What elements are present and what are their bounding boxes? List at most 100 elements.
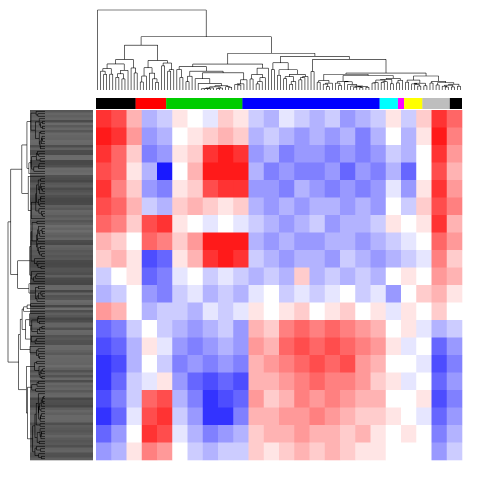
heatmap-cell [141, 372, 158, 391]
heatmap-cell [279, 407, 295, 426]
heatmap-cell [370, 337, 387, 356]
heatmap-cell [340, 180, 356, 198]
heatmap-cell [218, 162, 234, 181]
heatmap-cell [279, 162, 295, 181]
heatmap-cell [309, 250, 326, 268]
heatmap-cell [309, 302, 326, 321]
heatmap-cell [218, 215, 234, 233]
heatmap-cell [233, 145, 249, 163]
heatmap-cell [370, 320, 387, 338]
heatmap-cell [233, 197, 249, 216]
heatmap-cell [157, 355, 173, 373]
heatmap-cell [233, 250, 249, 268]
heatmap-cell [111, 145, 127, 163]
heatmap-cell [401, 355, 417, 373]
row-band [30, 230, 93, 233]
heatmap-cell [96, 197, 112, 216]
heatmap-cell [355, 442, 371, 461]
heatmap-cell [172, 442, 188, 461]
heatmap-cell [431, 320, 448, 338]
heatmap-cell [446, 145, 463, 163]
heatmap-cell [96, 250, 112, 268]
row-band [30, 162, 93, 166]
row-band [30, 455, 93, 458]
heatmap-cell [385, 355, 402, 373]
heatmap-cell [279, 127, 295, 146]
row-band [30, 142, 93, 146]
heatmap-cell [355, 285, 371, 303]
heatmap-cell [96, 215, 112, 233]
heatmap-cell [187, 162, 204, 181]
heatmap-cell [416, 215, 432, 233]
row-band [30, 370, 93, 373]
heatmap-cell [416, 127, 432, 146]
heatmap-cell [248, 320, 265, 338]
row-band [30, 180, 93, 183]
row-band [30, 352, 93, 356]
heatmap-cell [401, 162, 417, 181]
row-band [30, 395, 93, 398]
heatmap-cell [431, 442, 448, 461]
heatmap-cell [385, 407, 402, 426]
heatmap-cell [309, 285, 326, 303]
heatmap-cell [96, 127, 112, 146]
heatmap-cell [355, 407, 371, 426]
heatmap-cell [187, 215, 204, 233]
heatmap-cell [157, 232, 173, 251]
heatmap-cell [248, 162, 265, 181]
row-band [30, 297, 93, 301]
heatmap-cell [401, 145, 417, 163]
heatmap-cell [96, 267, 112, 286]
heatmap-cell [279, 372, 295, 391]
heatmap-cell [248, 390, 265, 408]
heatmap-cell [446, 407, 463, 426]
heatmap-cell [141, 390, 158, 408]
heatmap-cell [309, 232, 326, 251]
heatmap-cell [187, 197, 204, 216]
heatmap-cell [340, 267, 356, 286]
heatmap-cell [218, 442, 234, 461]
heatmap-cell [370, 285, 387, 303]
row-band [30, 442, 93, 446]
column-group [242, 98, 380, 109]
heatmap-cell [401, 390, 417, 408]
row-band [30, 155, 93, 158]
row-band [30, 242, 93, 246]
heatmap-cell [248, 197, 265, 216]
row-band [30, 282, 93, 286]
row-band [30, 175, 93, 178]
row-band [30, 237, 93, 241]
heatmap-cell [141, 407, 158, 426]
heatmap-cell [126, 197, 143, 216]
heatmap-cell [446, 232, 463, 251]
row-band [30, 205, 93, 208]
heatmap-cell [385, 250, 402, 268]
heatmap-cell [355, 302, 371, 321]
heatmap-cell [416, 425, 432, 443]
heatmap-cell [263, 442, 280, 461]
heatmap-cell [111, 232, 127, 251]
row-band [30, 277, 93, 281]
row-band [30, 355, 93, 358]
heatmap-cell [96, 180, 112, 198]
heatmap-cell [263, 110, 280, 128]
heatmap-cell [187, 302, 204, 321]
row-band [30, 325, 93, 328]
heatmap-cell [446, 285, 463, 303]
row-band [30, 115, 93, 118]
row-band [30, 445, 93, 448]
heatmap-cell [202, 267, 219, 286]
row-band [30, 367, 93, 371]
heatmap-cell [248, 285, 265, 303]
heatmap-cell [401, 127, 417, 146]
heatmap-cell [126, 372, 143, 391]
heatmap-cell [248, 372, 265, 391]
heatmap-cell [370, 180, 387, 198]
row-band [30, 385, 93, 388]
heatmap-cell [233, 355, 249, 373]
heatmap-cell [157, 145, 173, 163]
heatmap-cell [431, 180, 448, 198]
heatmap-cell [416, 442, 432, 461]
heatmap-cell [233, 320, 249, 338]
heatmap-cell [324, 215, 341, 233]
